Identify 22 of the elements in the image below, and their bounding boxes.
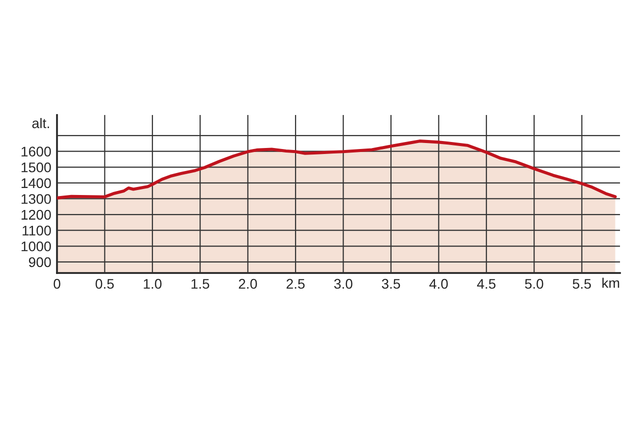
y-tick-label: 1300 xyxy=(22,194,51,204)
x-tick-label: 0 xyxy=(54,278,60,289)
x-tick-label: 0.5 xyxy=(96,278,114,289)
x-tick-label: 2.5 xyxy=(286,278,305,289)
x-tick-label: 2.0 xyxy=(238,278,257,289)
y-tick-label: 900 xyxy=(28,257,51,268)
x-tick-label: 5.5 xyxy=(572,279,591,289)
x-tick-label: 4.5 xyxy=(477,279,496,289)
x-tick-label: 3.5 xyxy=(382,278,400,289)
x-tick-label: 4.0 xyxy=(429,278,448,289)
y-tick-label: 1600 xyxy=(22,146,51,157)
y-axis-title: alt. xyxy=(32,118,49,128)
x-tick-label: 1.5 xyxy=(192,279,210,289)
y-tick-label: 1400 xyxy=(22,178,51,188)
x-tick-label: 3.0 xyxy=(334,278,352,289)
y-tick-label: 1100 xyxy=(22,226,51,236)
x-tick-label: 1.0 xyxy=(144,278,162,289)
x-axis-title: km xyxy=(602,278,620,288)
y-tick-label: 1200 xyxy=(22,210,51,220)
y-tick-label: 1500 xyxy=(22,162,51,172)
x-tick-label: 5.0 xyxy=(525,278,544,289)
y-tick-label: 1000 xyxy=(22,241,51,252)
